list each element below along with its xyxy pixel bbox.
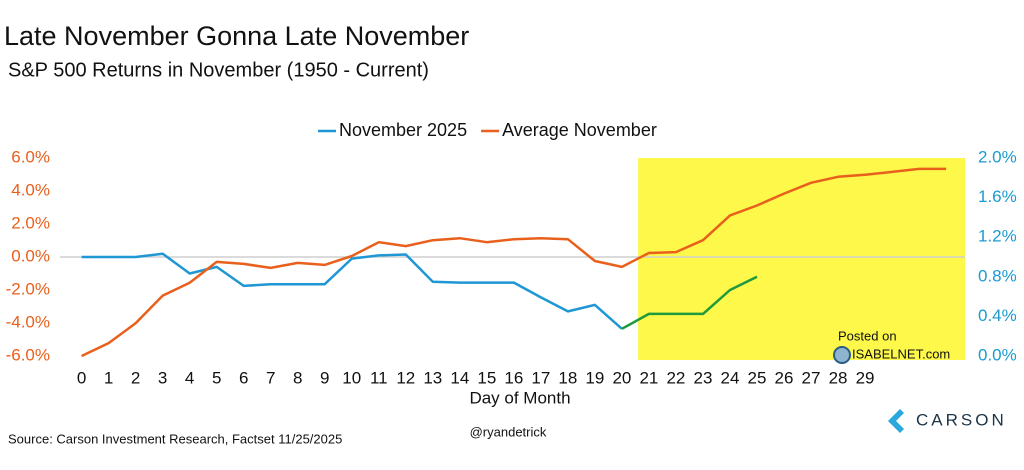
legend-label: Average November xyxy=(502,120,657,140)
x-tick-label: 12 xyxy=(396,368,415,387)
brand-name: CARSON xyxy=(916,410,1007,429)
x-tick-label: 5 xyxy=(212,368,221,387)
y2-tick-label: 0.8% xyxy=(978,266,1017,285)
watermark: Posted on ISABELNET.com xyxy=(833,328,950,364)
y-tick-label: 4.0% xyxy=(11,180,50,199)
y-tick-label: -4.0% xyxy=(6,312,50,331)
x-tick-label: 15 xyxy=(477,368,496,387)
chart-subtitle: S&P 500 Returns in November (1950 - Curr… xyxy=(8,59,429,81)
y2-tick-label: 0.4% xyxy=(978,306,1017,325)
x-tick-label: 20 xyxy=(612,368,631,387)
x-tick-label: 9 xyxy=(320,368,329,387)
x-tick-label: 25 xyxy=(748,368,767,387)
x-tick-label: 11 xyxy=(370,368,388,387)
source: Source: Carson Investment Research, Fact… xyxy=(8,431,342,446)
y-tick-label: -6.0% xyxy=(6,345,50,364)
x-tick-label: 21 xyxy=(639,368,658,387)
x-tick-label: 8 xyxy=(293,368,302,387)
watermark-text: ISABELNET.com xyxy=(852,346,950,361)
x-tick-label: 24 xyxy=(721,368,740,387)
plot: -6.0% -4.0% -2.0% 0.0% 2.0% 4.0% 6.0% 0.0% 0.4% 0… xyxy=(6,120,1017,388)
x-tick-label: 4 xyxy=(185,368,194,387)
x-tick-label: 26 xyxy=(775,368,794,387)
x-tick-label: 14 xyxy=(450,368,469,387)
series-line xyxy=(621,275,758,330)
x-tick-label: 1 xyxy=(104,368,113,387)
x-tick-label: 29 xyxy=(856,368,875,387)
y-tick-label: 0.0% xyxy=(11,246,50,265)
x-tick-label: 22 xyxy=(666,368,685,387)
x-tick-label: 0 xyxy=(77,368,86,387)
series-line xyxy=(81,252,623,330)
y2-tick-label: 1.6% xyxy=(978,187,1017,206)
watermark-text: Posted on xyxy=(838,328,897,343)
x-tick-label: 2 xyxy=(131,368,140,387)
brand-logo: CARSON xyxy=(888,409,1007,433)
highlight-band xyxy=(638,158,965,360)
y2-tick-label: 1.2% xyxy=(978,227,1017,246)
x-tick-label: 7 xyxy=(266,368,275,387)
y2-tick-label: 0.0% xyxy=(978,345,1017,364)
legend-label: November 2025 xyxy=(339,120,467,140)
x-tick-label: 13 xyxy=(423,368,442,387)
x-tick-label: 19 xyxy=(585,368,604,387)
chart-title: Late November Gonna Late November xyxy=(4,21,469,51)
x-tick-label: 3 xyxy=(158,368,167,387)
x-tick-label: 18 xyxy=(558,368,577,387)
x-tick-label: 27 xyxy=(802,368,821,387)
credit: @ryandetrick xyxy=(470,424,547,439)
x-tick-label: 10 xyxy=(342,368,361,387)
x-tick-label: 6 xyxy=(239,368,248,387)
x-tick-label: 16 xyxy=(504,368,523,387)
logo-mark xyxy=(888,409,904,433)
y-tick-label: 2.0% xyxy=(11,213,50,232)
y-tick-label: 6.0% xyxy=(11,147,50,166)
x-tick-label: 17 xyxy=(531,368,550,387)
x-tick-label: 23 xyxy=(693,368,712,387)
y-tick-label: -2.0% xyxy=(6,279,50,298)
watermark-icon xyxy=(833,346,851,364)
series-line xyxy=(81,167,947,358)
x-tick-label: 28 xyxy=(829,368,848,387)
y2-tick-label: 2.0% xyxy=(978,147,1017,166)
x-axis-label: Day of Month xyxy=(469,388,570,407)
